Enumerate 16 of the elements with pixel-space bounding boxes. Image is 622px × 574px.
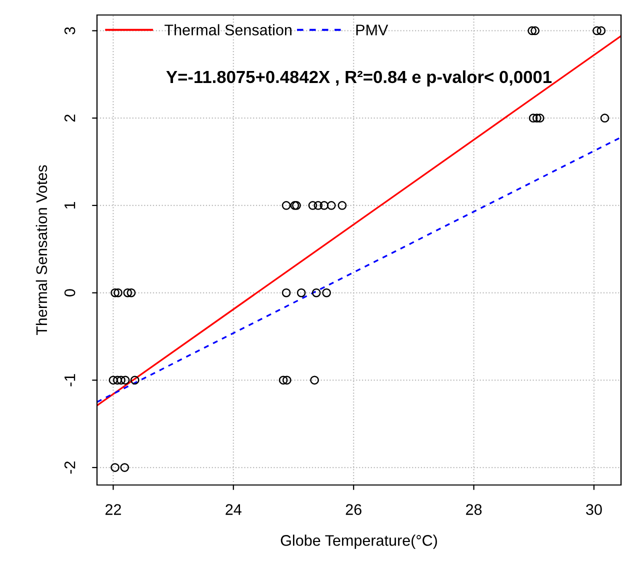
annotation: Y=-11.8075+0.4842X , R²=0.84 e p-valor< 0,0001 [166,70,552,87]
y-tick-label: 2 [64,114,76,122]
y-tick-label: -1 [64,374,76,386]
x-tick-label: 30 [586,504,602,515]
x-tick-label: 24 [226,504,242,515]
x-tick-label: 28 [466,504,482,515]
x-axis-title: Globe Temperature(°C) [280,534,437,549]
y-tick-label: 1 [64,202,76,209]
x-tick-label: 22 [106,504,121,515]
legend-label: Thermal Sensation [164,24,292,36]
y-tick-label: 3 [64,27,76,34]
x-tick-label: 26 [346,504,362,515]
y-axis-title: Thermal Sensation Votes [36,165,48,335]
y-tick-label: 0 [64,289,76,296]
y-tick-label: -2 [64,462,76,474]
legend-label: PMV [356,24,388,36]
